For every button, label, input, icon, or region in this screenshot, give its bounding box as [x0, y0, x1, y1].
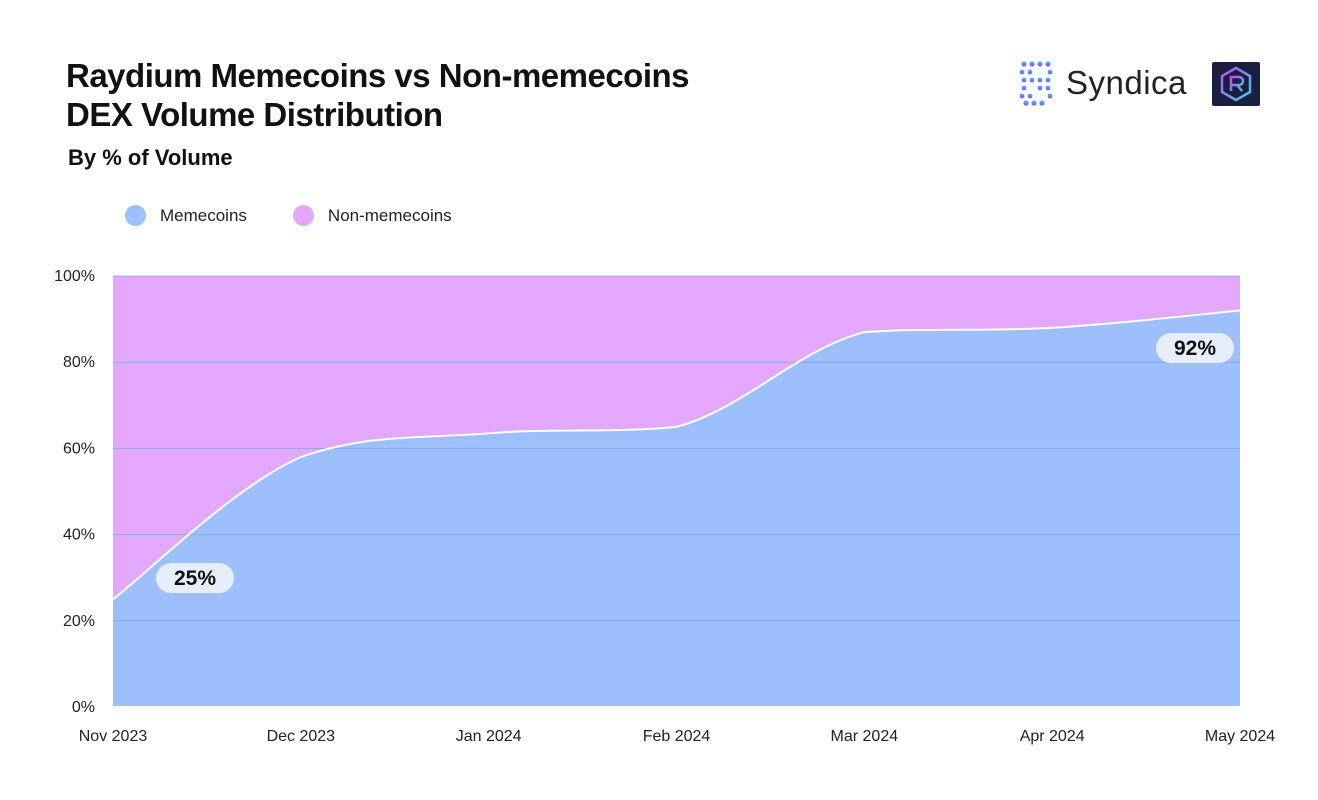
non-memecoins-swatch — [292, 205, 314, 226]
syndica-dots-icon — [1019, 61, 1053, 106]
data-label-pill — [1156, 333, 1234, 363]
memecoins-area — [113, 310, 1240, 707]
data-label-pill — [156, 563, 234, 593]
chart-title-line-2: DEX Volume Distribution — [66, 96, 443, 133]
x-tick-label: Mar 2024 — [831, 728, 899, 745]
x-tick-label: Dec 2023 — [267, 728, 336, 745]
chart-subtitle: By % of Volume — [68, 145, 233, 170]
x-tick-label: Nov 2023 — [79, 728, 148, 745]
raydium-r-icon — [1220, 66, 1252, 102]
y-tick-label: 60% — [63, 440, 95, 457]
data-label: 25% — [174, 567, 216, 590]
y-tick-label: 100% — [54, 268, 95, 285]
y-tick-label: 80% — [63, 354, 95, 371]
chart-title-line-1: Raydium Memecoins vs Non-memecoins — [66, 57, 690, 94]
y-tick-label: 20% — [63, 613, 95, 630]
y-tick-label: 0% — [72, 699, 95, 716]
x-tick-label: Apr 2024 — [1020, 728, 1085, 745]
legend-label-non-memecoins: Non-memecoins — [327, 205, 452, 225]
chart-title: Raydium Memecoins vs Non-memecoins DEX V… — [66, 56, 690, 134]
legend: Memecoins Non-memecoins — [125, 205, 498, 226]
memecoins-swatch — [125, 205, 146, 226]
x-tick-label: Jan 2024 — [456, 728, 522, 745]
x-tick-label: May 2024 — [1205, 728, 1275, 745]
y-tick-label: 40% — [63, 527, 95, 544]
data-label: 92% — [1174, 337, 1216, 360]
syndica-wordmark: Syndica — [1066, 64, 1187, 101]
legend-item-non-memecoins: Non-memecoins — [292, 205, 452, 226]
legend-item-memecoins: Memecoins — [125, 205, 247, 226]
x-tick-label: Feb 2024 — [643, 728, 711, 745]
legend-label-memecoins: Memecoins — [160, 205, 247, 225]
raydium-logo — [1212, 62, 1260, 106]
syndica-brand: Syndica — [1018, 60, 1187, 106]
memecoins-series-line — [112, 309, 1241, 601]
